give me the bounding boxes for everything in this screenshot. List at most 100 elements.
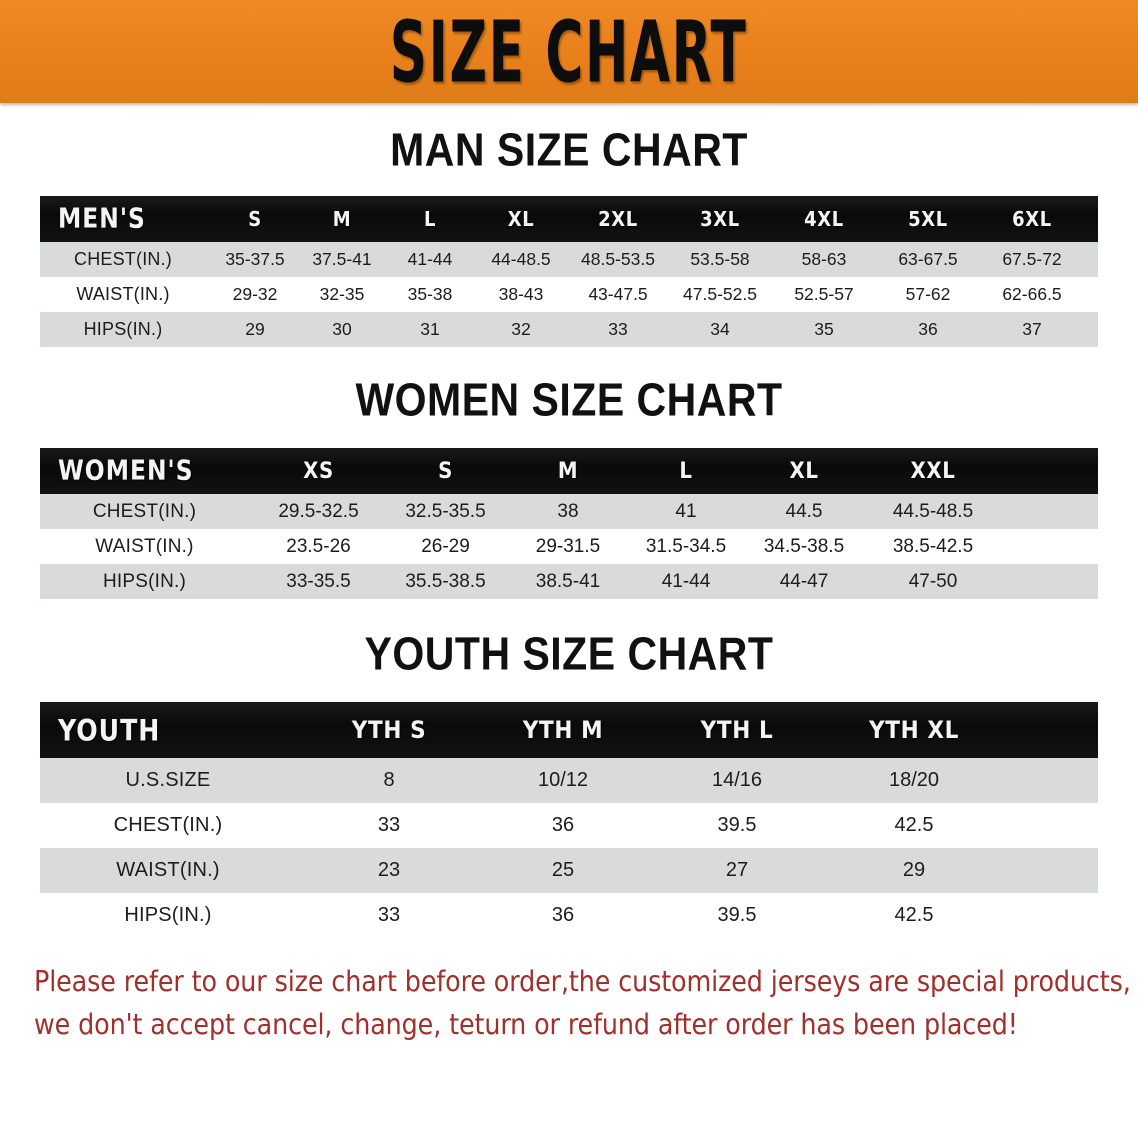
man-row-label-hips: HIPS(IN.) (40, 312, 212, 347)
women-row-label-chest: CHEST(IN.) (40, 494, 255, 529)
youth-row-spacer (1004, 893, 1098, 938)
women-hips-xs: 33-35.5 (255, 564, 382, 599)
women-waist-xl: 34.5-38.5 (745, 529, 863, 564)
youth-size-table-wrapper: YOUTH YTH S YTH M YTH L YTH XL U.S.SIZE … (40, 702, 1098, 938)
man-hips-2xl: 33 (568, 312, 668, 347)
man-size-col-6xl: 6XL (1012, 207, 1052, 231)
man-waist-xl: 38-43 (474, 277, 568, 312)
women-table-header-row: WOMEN'S XS S M L XL XXL (40, 448, 1098, 494)
man-size-col-s: S (248, 207, 262, 231)
women-row-label-hips: HIPS(IN.) (40, 564, 255, 599)
women-waist-l: 31.5-34.5 (627, 529, 745, 564)
women-hips-m: 38.5-41 (509, 564, 627, 599)
women-waist-m: 29-31.5 (509, 529, 627, 564)
women-size-col-m: M (557, 458, 579, 484)
youth-ussize-m: 10/12 (476, 758, 650, 803)
women-size-col-l: L (679, 458, 693, 484)
man-chest-2xl: 48.5-53.5 (568, 242, 668, 277)
table-row: CHEST(IN.) 35-37.5 37.5-41 41-44 44-48.5… (40, 242, 1098, 277)
man-waist-3xl: 47.5-52.5 (668, 277, 772, 312)
youth-chest-l: 39.5 (650, 803, 824, 848)
man-size-col-2xl: 2XL (598, 207, 638, 231)
women-row-label-waist: WAIST(IN.) (40, 529, 255, 564)
man-hips-xl: 32 (474, 312, 568, 347)
youth-size-table: YOUTH YTH S YTH M YTH L YTH XL U.S.SIZE … (40, 702, 1098, 938)
women-size-col-xl: XL (789, 458, 819, 484)
man-waist-4xl: 52.5-57 (772, 277, 876, 312)
youth-size-col-s: YTH S (351, 716, 427, 744)
table-row: HIPS(IN.) 29 30 31 32 33 34 35 36 37 (40, 312, 1098, 347)
table-row: HIPS(IN.) 33 36 39.5 42.5 (40, 893, 1098, 938)
man-row-spacer (1084, 242, 1098, 277)
table-row: WAIST(IN.) 23 25 27 29 (40, 848, 1098, 893)
man-size-col-3xl: 3XL (700, 207, 740, 231)
women-hips-xxl: 47-50 (863, 564, 1003, 599)
women-chest-xl: 44.5 (745, 494, 863, 529)
man-row-label-waist: WAIST(IN.) (40, 277, 212, 312)
youth-hips-s: 33 (302, 893, 476, 938)
table-row: U.S.SIZE 8 10/12 14/16 18/20 (40, 758, 1098, 803)
man-row-label-chest: CHEST(IN.) (40, 242, 212, 277)
women-waist-s: 26-29 (382, 529, 509, 564)
youth-size-col-m: YTH M (522, 716, 604, 744)
man-hips-5xl: 36 (876, 312, 980, 347)
youth-waist-m: 25 (476, 848, 650, 893)
table-row: WAIST(IN.) 29-32 32-35 35-38 38-43 43-47… (40, 277, 1098, 312)
youth-ussize-s: 8 (302, 758, 476, 803)
man-size-table-wrapper: MEN'S S M L XL 2XL 3XL 4XL 5XL 6XL CHEST… (40, 196, 1098, 347)
table-row: CHEST(IN.) 33 36 39.5 42.5 (40, 803, 1098, 848)
youth-hips-l: 39.5 (650, 893, 824, 938)
women-row-spacer (1003, 494, 1098, 529)
man-size-col-4xl: 4XL (804, 207, 844, 231)
women-row-spacer (1003, 529, 1098, 564)
women-size-col-xs: XS (303, 458, 334, 484)
youth-row-spacer (1004, 848, 1098, 893)
man-row-spacer (1084, 277, 1098, 312)
youth-waist-xl: 29 (824, 848, 1004, 893)
youth-waist-l: 27 (650, 848, 824, 893)
youth-size-col-l: YTH L (700, 716, 774, 744)
man-hips-m: 30 (298, 312, 386, 347)
man-hips-s: 29 (212, 312, 298, 347)
man-waist-s: 29-32 (212, 277, 298, 312)
man-hips-l: 31 (386, 312, 474, 347)
man-size-col-m: M (332, 207, 352, 231)
youth-row-label-hips: HIPS(IN.) (40, 893, 302, 938)
man-hips-6xl: 37 (980, 312, 1084, 347)
man-chest-l: 41-44 (386, 242, 474, 277)
youth-hips-m: 36 (476, 893, 650, 938)
man-waist-5xl: 57-62 (876, 277, 980, 312)
man-size-col-l: L (423, 207, 437, 231)
man-waist-m: 32-35 (298, 277, 386, 312)
youth-ussize-l: 14/16 (650, 758, 824, 803)
women-hips-s: 35.5-38.5 (382, 564, 509, 599)
man-chest-m: 37.5-41 (298, 242, 386, 277)
women-waist-xs: 23.5-26 (255, 529, 382, 564)
youth-hips-xl: 42.5 (824, 893, 1004, 938)
women-hips-l: 41-44 (627, 564, 745, 599)
youth-header-spacer (1004, 702, 1098, 758)
women-chest-l: 41 (627, 494, 745, 529)
man-chest-3xl: 53.5-58 (668, 242, 772, 277)
women-size-col-s: S (438, 458, 453, 484)
youth-size-col-xl: YTH XL (869, 716, 959, 744)
man-hips-4xl: 35 (772, 312, 876, 347)
man-size-col-5xl: 5XL (908, 207, 948, 231)
man-corner-label: MEN'S (58, 203, 146, 235)
man-waist-l: 35-38 (386, 277, 474, 312)
man-header-spacer (1084, 196, 1098, 242)
women-chest-m: 38 (509, 494, 627, 529)
man-chest-4xl: 58-63 (772, 242, 876, 277)
table-row: WAIST(IN.) 23.5-26 26-29 29-31.5 31.5-34… (40, 529, 1098, 564)
man-chest-xl: 44-48.5 (474, 242, 568, 277)
youth-waist-s: 23 (302, 848, 476, 893)
youth-section-title: YOUTH SIZE CHART (364, 628, 774, 680)
youth-row-spacer (1004, 803, 1098, 848)
man-chest-6xl: 67.5-72 (980, 242, 1084, 277)
women-size-table: WOMEN'S XS S M L XL XXL CHEST(IN.) 29.5-… (40, 448, 1098, 599)
man-table-header-row: MEN'S S M L XL 2XL 3XL 4XL 5XL 6XL (40, 196, 1098, 242)
women-chest-xs: 29.5-32.5 (255, 494, 382, 529)
women-corner-label: WOMEN'S (58, 455, 194, 487)
man-size-table: MEN'S S M L XL 2XL 3XL 4XL 5XL 6XL CHEST… (40, 196, 1098, 347)
women-size-table-wrapper: WOMEN'S XS S M L XL XXL CHEST(IN.) 29.5-… (40, 448, 1098, 599)
